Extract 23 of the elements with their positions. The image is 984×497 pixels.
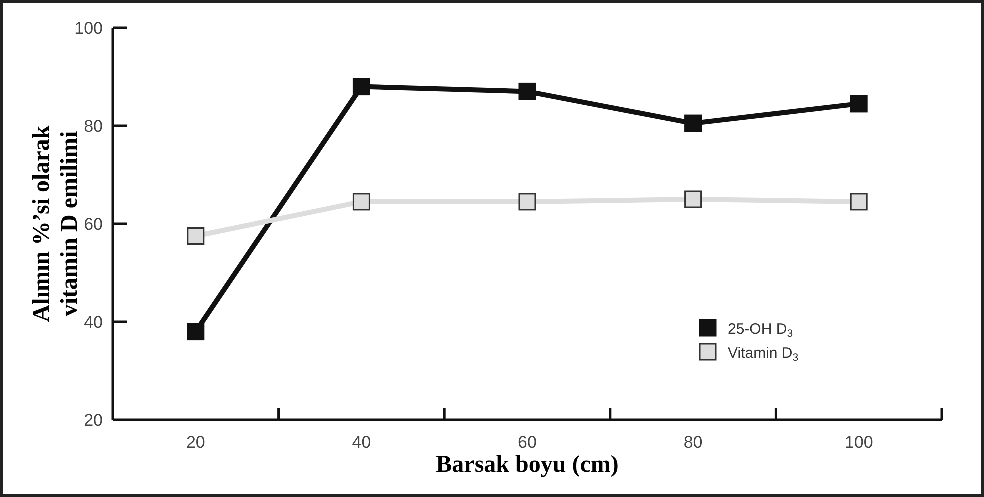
point xyxy=(850,193,868,211)
point xyxy=(684,190,702,208)
y-tick-label: 100 xyxy=(74,19,103,38)
x-tick-label: 80 xyxy=(684,433,703,452)
point xyxy=(684,114,702,132)
x-tick-label: 40 xyxy=(352,433,372,452)
legend-label: Vitamin D$_{3}$ xyxy=(728,345,799,364)
x-axis-title: Barsak boyu (cm) xyxy=(435,452,620,479)
x-tick-label: 60 xyxy=(518,433,537,452)
y-tick-label: 80 xyxy=(84,117,103,136)
point xyxy=(518,82,536,100)
y-tick-label: 60 xyxy=(84,215,103,234)
y-tick-label: 40 xyxy=(84,313,103,332)
x-tick-label: 20 xyxy=(186,433,206,452)
point xyxy=(187,323,205,341)
point xyxy=(352,78,370,96)
point xyxy=(187,228,205,245)
point xyxy=(850,95,868,113)
x-tick-label: 100 xyxy=(844,433,874,452)
point xyxy=(518,193,536,211)
y-tick-label: 20 xyxy=(84,411,103,430)
point xyxy=(352,193,370,211)
legend-label: 25-OH D$_{3}$ xyxy=(728,321,794,340)
